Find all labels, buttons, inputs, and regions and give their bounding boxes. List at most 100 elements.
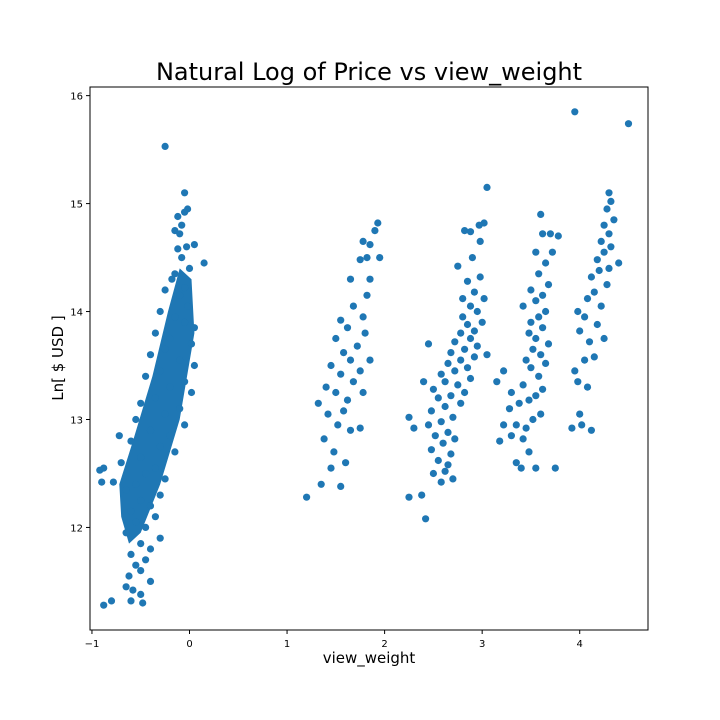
data-point [532, 248, 540, 256]
data-point [444, 461, 452, 469]
data-point [539, 324, 547, 332]
data-point [519, 302, 527, 310]
data-point [546, 230, 555, 238]
data-point [359, 388, 367, 397]
data-point [356, 367, 364, 375]
data-point [117, 459, 125, 467]
data-point [340, 349, 348, 357]
x-tick-label: 0 [186, 639, 192, 650]
data-point [161, 345, 169, 353]
data-point [187, 340, 196, 348]
y-axis: 12 13 14 15 16 [70, 92, 90, 534]
data-point [337, 316, 345, 324]
data-point [463, 277, 472, 285]
data-point [176, 230, 184, 238]
data-point [587, 426, 596, 434]
data-point [476, 237, 484, 245]
data-point [181, 378, 189, 386]
data-point [537, 351, 545, 359]
data-point [624, 120, 633, 128]
y-tick-label: 14 [70, 308, 83, 319]
data-point [200, 259, 208, 267]
data-point [434, 394, 442, 402]
data-point [600, 334, 608, 343]
data-point [156, 367, 164, 375]
data-point [181, 208, 189, 216]
data-point [581, 356, 589, 364]
data-point [366, 356, 374, 364]
data-point [340, 407, 348, 415]
data-points [96, 108, 633, 609]
data-point [597, 302, 605, 310]
data-point [190, 324, 198, 332]
data-point [522, 356, 530, 364]
data-point [610, 216, 618, 224]
data-point [174, 212, 182, 221]
data-point [343, 396, 352, 404]
data-point [468, 254, 476, 262]
data-point [548, 248, 557, 256]
data-point [181, 189, 189, 197]
data-point [441, 378, 449, 386]
data-point [532, 297, 540, 305]
data-point [349, 302, 357, 310]
data-point [171, 448, 179, 456]
data-point [593, 256, 601, 264]
data-point [470, 288, 478, 296]
data-point [532, 334, 540, 343]
data-point [551, 464, 559, 472]
data-point [459, 313, 467, 321]
data-point [376, 254, 384, 262]
data-point [156, 307, 164, 316]
data-point [444, 428, 452, 436]
data-point [142, 556, 150, 564]
data-point [593, 320, 601, 329]
data-point [590, 288, 598, 296]
data-point [132, 561, 140, 569]
data-point [449, 413, 457, 421]
data-point [349, 378, 357, 386]
data-point [603, 281, 611, 289]
data-point [585, 338, 594, 346]
data-point [437, 418, 445, 426]
data-point [480, 295, 488, 303]
data-point [525, 329, 533, 337]
data-point [122, 486, 130, 494]
data-point [137, 399, 145, 407]
data-point [535, 270, 543, 278]
data-point [568, 424, 576, 432]
y-tick-label: 12 [70, 523, 83, 534]
data-point [330, 448, 338, 456]
data-point [356, 256, 364, 264]
data-point [166, 334, 174, 343]
data-point [463, 320, 472, 329]
data-point [342, 459, 350, 467]
data-point [576, 327, 584, 335]
data-point [434, 456, 442, 465]
plot-area-frame [89, 86, 649, 631]
data-point [466, 228, 475, 236]
data-point [129, 586, 137, 594]
data-point [512, 459, 520, 467]
data-point [174, 245, 182, 253]
data-point [178, 221, 186, 229]
data-point [139, 599, 147, 607]
data-point [519, 381, 527, 389]
data-point [146, 502, 155, 510]
data-point [146, 545, 155, 553]
data-point [127, 597, 135, 605]
data-point [466, 334, 475, 343]
data-point [317, 480, 325, 488]
data-point [337, 482, 345, 490]
data-point [447, 349, 455, 357]
data-point [353, 342, 361, 350]
data-point [473, 307, 481, 316]
data-point [459, 295, 467, 303]
data-point [437, 478, 445, 486]
data-point [544, 281, 553, 289]
data-point [332, 334, 340, 343]
data-point [603, 205, 611, 213]
data-point [327, 464, 335, 472]
data-point [483, 351, 491, 359]
